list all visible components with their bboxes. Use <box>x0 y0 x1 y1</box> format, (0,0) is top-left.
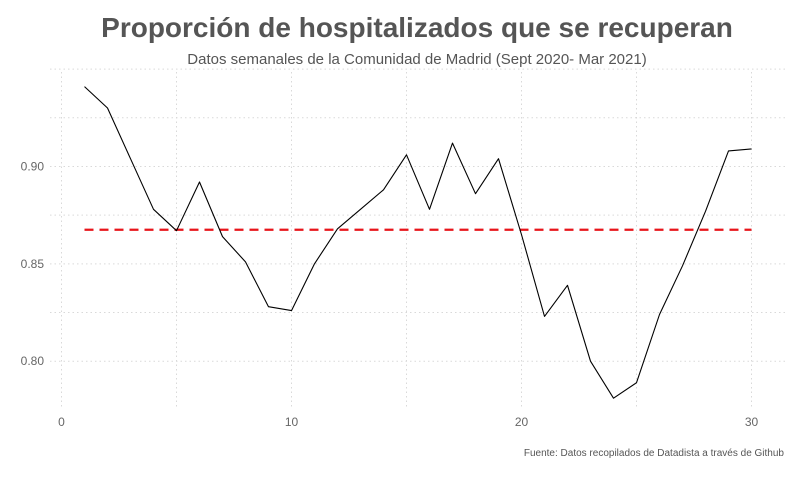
series-line <box>84 86 752 399</box>
chart-title: Proporción de hospitalizados que se recu… <box>101 12 733 43</box>
x-tick-label: 10 <box>285 415 299 429</box>
x-tick-label: 0 <box>58 415 65 429</box>
y-tick-label: 0.85 <box>21 257 45 271</box>
source-caption: Fuente: Datos recopilados de Datadista a… <box>523 448 784 459</box>
chart-marks <box>84 86 752 399</box>
x-tick-label: 30 <box>745 415 759 429</box>
y-tick-label: 0.90 <box>21 159 45 173</box>
x-tick-label: 20 <box>515 415 529 429</box>
y-tick-label: 0.80 <box>21 354 45 368</box>
grid-lines <box>50 68 786 407</box>
chart-subtitle: Datos semanales de la Comunidad de Madri… <box>187 51 647 68</box>
tick-labels: 0 10 20 30 0.80 0.85 0.90 <box>21 159 759 429</box>
